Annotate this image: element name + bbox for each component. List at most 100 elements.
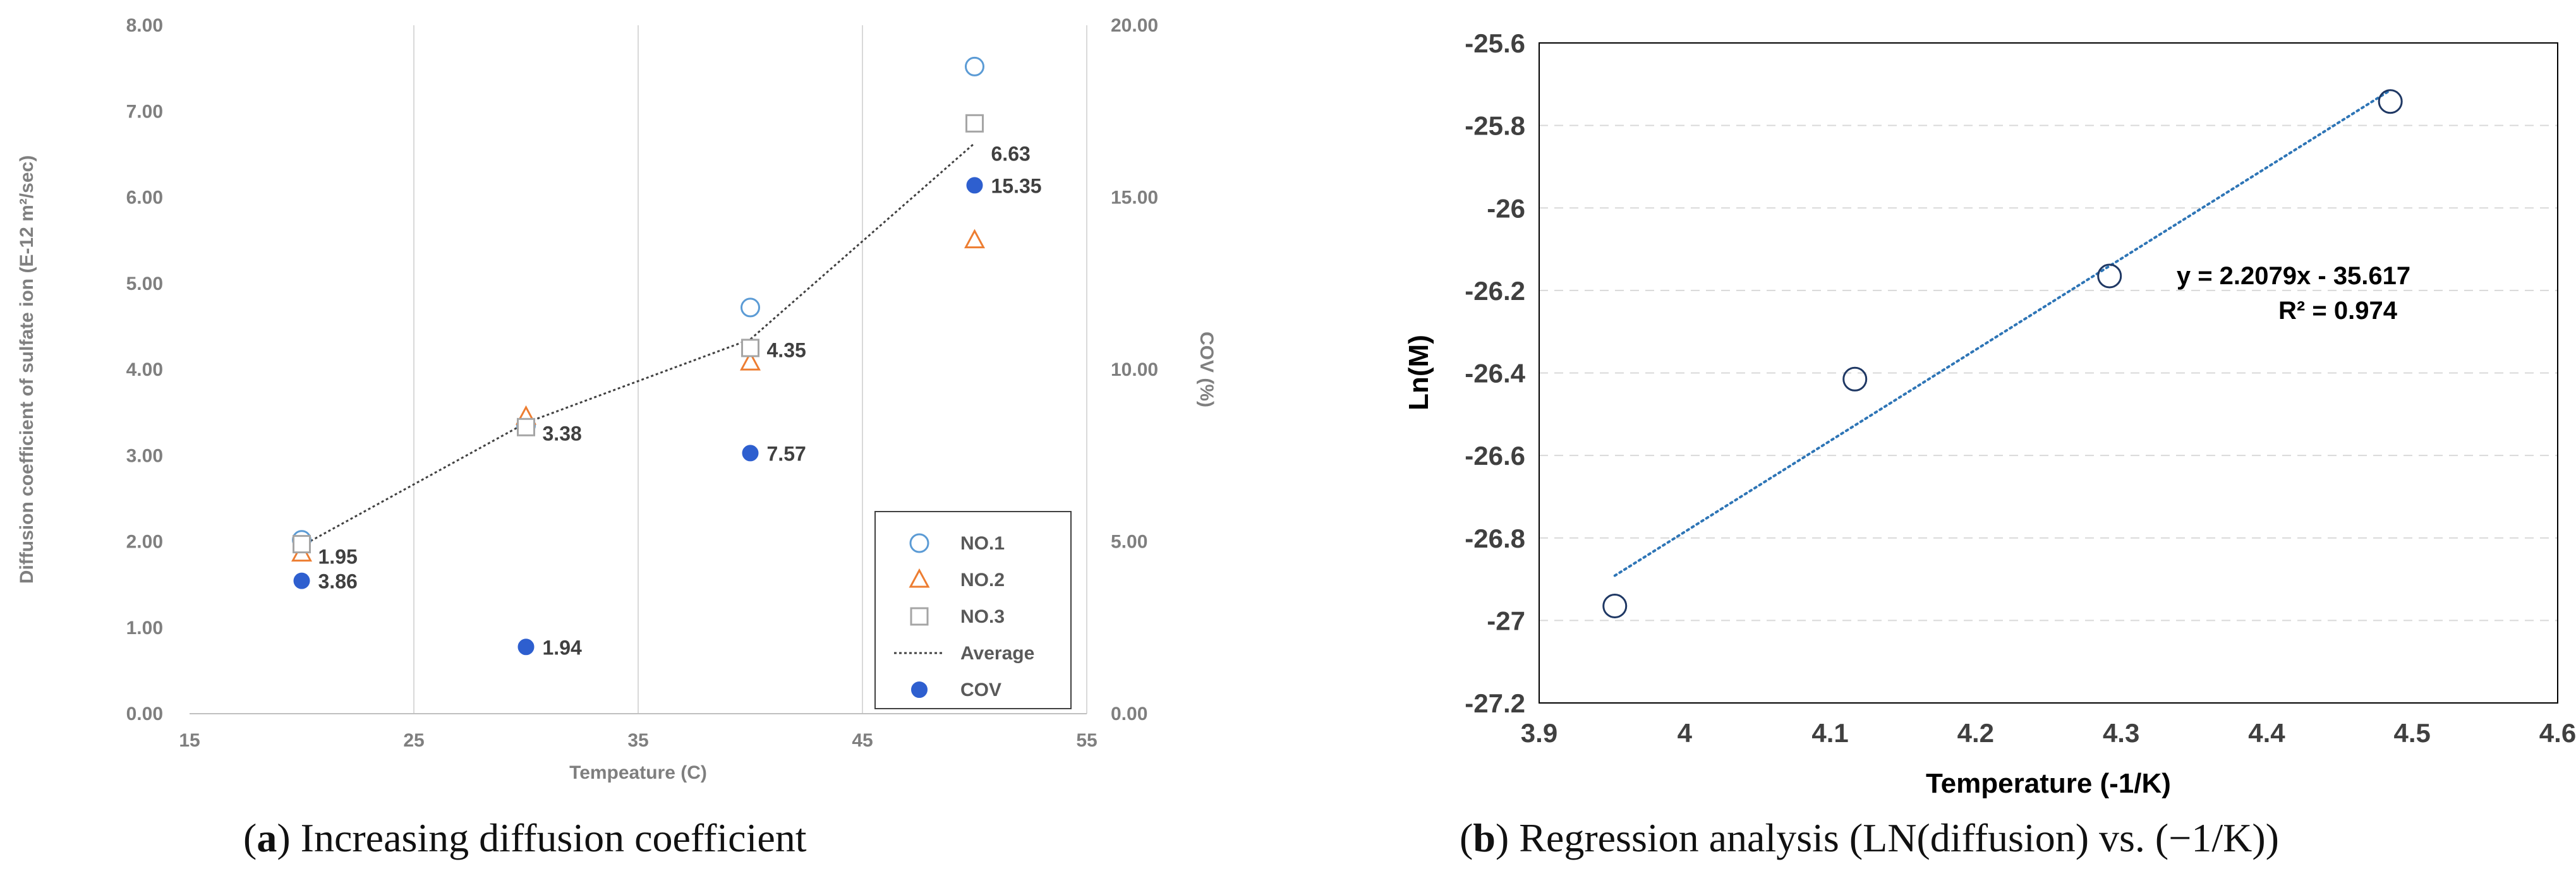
chart-b-y-tick-label: -26.6 (1465, 441, 1525, 471)
chart-a-point-no-3 (965, 114, 984, 133)
chart-b-x-tick-label: 4.5 (2394, 718, 2431, 748)
chart-a-legend-label: COV (960, 680, 1001, 700)
chart-a-point-no-2 (964, 229, 986, 249)
chart-a-x-tick-label: 35 (627, 730, 648, 751)
chart-a-point-no-3 (517, 417, 535, 436)
chart-a-y-tick-label: 5.00 (126, 273, 163, 294)
chart-a-cov-data-label: 7.57 (767, 442, 806, 465)
chart-a-y-axis-title: Diffusion coefficient of sulfate ion (E-… (16, 155, 37, 584)
chart-a-point-cov (516, 637, 536, 657)
chart-a-y-tick-label: 6.00 (126, 188, 163, 208)
chart-a-y-tick-label: 0.00 (126, 704, 163, 724)
chart-a-average-data-label: 4.35 (767, 339, 806, 361)
chart-a-series-average-line (301, 142, 976, 547)
chart-b-trendline (1613, 88, 2392, 577)
chart-b-y-tick-label: -27 (1487, 606, 1525, 635)
chart-a-point-no-3 (741, 339, 759, 357)
chart-a-caption-text: Increasing diffusion coefficient (300, 815, 807, 860)
chart-b-point (1602, 594, 1628, 619)
chart-a-legend-label: NO.3 (960, 606, 1005, 627)
chart-a-x-axis-title: Tempeature (C) (569, 762, 707, 783)
chart-a-y2-tick-label: 20.00 (1111, 15, 1158, 36)
chart-a-y-tick-label: 3.00 (126, 445, 163, 466)
chart-a-point-no-3 (293, 535, 311, 554)
chart-a-panel: 15 25 35 45 55 0.00 1.00 2.00 3.00 4.00 5.00 6.00 7… (0, 0, 1217, 888)
chart-a-y2-tick-label: 15.00 (1111, 188, 1158, 208)
chart-a-y2-axis-title: COV (%) (1196, 332, 1217, 407)
chart-b-x-tick-label: 4.4 (2248, 718, 2285, 748)
chart-a-average-data-label: 1.95 (318, 545, 358, 568)
chart-b-trendline-equation: y = 2.2079x - 35.617 (2177, 262, 2410, 290)
chart-a-legend-swatch (909, 568, 930, 588)
chart-b-caption-text: Regression analysis (LN(diffusion) vs. (… (1519, 815, 2279, 860)
chart-a-gridlines (413, 25, 1087, 714)
chart-b: 3.9 4 4.1 4.2 4.3 4.4 4.5 4.6 -27.2 -27 -26.8 -26.… (1403, 28, 2576, 799)
chart-b-y-ticks: -27.2 -27 -26.8 -26.6 -26.4 -26.2 -26 -25.8 -25.… (1465, 28, 1525, 718)
chart-b-trendline-r2: R² = 0.974 (2278, 297, 2398, 325)
chart-b-panel: 3.9 4 4.1 4.2 4.3 4.4 4.5 4.6 -27.2 -27 -26.8 -26.… (1390, 0, 2576, 888)
chart-b-y-tick-label: -27.2 (1465, 688, 1525, 718)
chart-a-x-tick-label: 15 (179, 730, 200, 751)
chart-a-caption-letter: a (257, 815, 277, 860)
chart-b-y-tick-label: -26.4 (1465, 359, 1525, 388)
chart-b-x-ticks: 3.9 4 4.1 4.2 4.3 4.4 4.5 4.6 (1521, 718, 2576, 748)
chart-a-point-cov (965, 176, 984, 195)
chart-a-y-tick-label: 1.00 (126, 618, 163, 639)
chart-b-y-tick-label: -26 (1487, 193, 1525, 223)
chart-b-y-tick-label: -26.8 (1465, 524, 1525, 553)
chart-a-legend-label: Average (960, 643, 1034, 664)
chart-b-x-tick-label: 4 (1678, 718, 1693, 748)
chart-b-gridlines (1539, 124, 2558, 621)
chart-b-x-tick-label: 3.9 (1521, 718, 1557, 748)
chart-a-x-tick-label: 25 (403, 730, 424, 751)
chart-a-cov-data-label: 1.94 (543, 636, 582, 659)
chart-a-y2-tick-label: 0.00 (1111, 704, 1147, 724)
chart-a-average-data-label: 3.38 (543, 422, 582, 445)
chart-a-point-cov (741, 443, 760, 463)
chart-b-point (1842, 366, 1868, 392)
chart-a-cov-data-label: 3.86 (318, 570, 358, 593)
chart-a-y2-ticks: 0.00 5.00 10.00 15.00 20.00 (1111, 15, 1158, 724)
chart-b-point (2097, 263, 2122, 289)
chart-a-point-cov (292, 571, 311, 591)
chart-a-point-no-1 (741, 297, 760, 318)
chart-a-cov-data-label: 15.35 (991, 174, 1042, 197)
chart-a-y-ticks: 0.00 1.00 2.00 3.00 4.00 5.00 6.00 7.00 8.00 (126, 15, 163, 724)
chart-a: 15 25 35 45 55 0.00 1.00 2.00 3.00 4.00 5.00 6.00 7… (16, 15, 1217, 783)
chart-b-x-tick-label: 4.2 (1957, 718, 1994, 748)
chart-b-x-axis-title: Temperature (-1/K) (1926, 768, 2171, 799)
chart-a-y-tick-label: 4.00 (126, 359, 163, 380)
chart-b-caption: (b) Regression analysis (LN(diffusion) v… (1460, 815, 2279, 860)
chart-a-legend-label: NO.1 (960, 533, 1005, 554)
chart-a-y-tick-label: 2.00 (126, 532, 163, 553)
chart-a-x-ticks: 15 25 35 45 55 (179, 730, 1097, 751)
chart-b-x-tick-label: 4.1 (1811, 718, 1848, 748)
chart-a-legend-box (874, 511, 1072, 709)
chart-a-average-data-label: 6.63 (991, 143, 1031, 165)
chart-b-caption-letter: b (1473, 815, 1496, 860)
chart-a-legend-swatch (909, 533, 929, 553)
chart-a-legend-label: NO.2 (960, 570, 1005, 591)
chart-b-point (2378, 89, 2403, 114)
chart-b-marks (1602, 88, 2403, 619)
chart-a-legend-swatch (910, 607, 929, 626)
chart-a-x-tick-label: 55 (1076, 730, 1097, 751)
chart-a-y2-tick-label: 5.00 (1111, 532, 1147, 553)
chart-a-point-no-2 (739, 351, 761, 371)
chart-a-x-tick-label: 45 (852, 730, 873, 751)
chart-b-y-tick-label: -26.2 (1465, 276, 1525, 306)
chart-a-y-tick-label: 8.00 (126, 15, 163, 36)
chart-b-y-tick-label: -25.8 (1465, 111, 1525, 141)
chart-a-legend-swatch (910, 680, 929, 699)
chart-a-point-no-1 (965, 56, 984, 76)
chart-a-y-tick-label: 7.00 (126, 101, 163, 122)
chart-b-y-tick-label: -25.6 (1465, 28, 1525, 58)
chart-a-caption: (a) Increasing diffusion coefficient (243, 815, 807, 860)
chart-a-marks: 1.95 3.38 4.35 6.63 3.86 1.94 7.57 15.35 (291, 56, 1042, 659)
chart-b-x-tick-label: 4.3 (2103, 718, 2139, 748)
chart-b-plot-area (1539, 42, 2558, 704)
chart-b-y-axis-title: Ln(M) (1403, 335, 1434, 411)
chart-a-legend: NO.1 NO.2 NO.3 Average COV (874, 511, 1072, 709)
chart-a-y2-tick-label: 10.00 (1111, 359, 1158, 380)
chart-b-x-tick-label: 4.6 (2539, 718, 2576, 748)
